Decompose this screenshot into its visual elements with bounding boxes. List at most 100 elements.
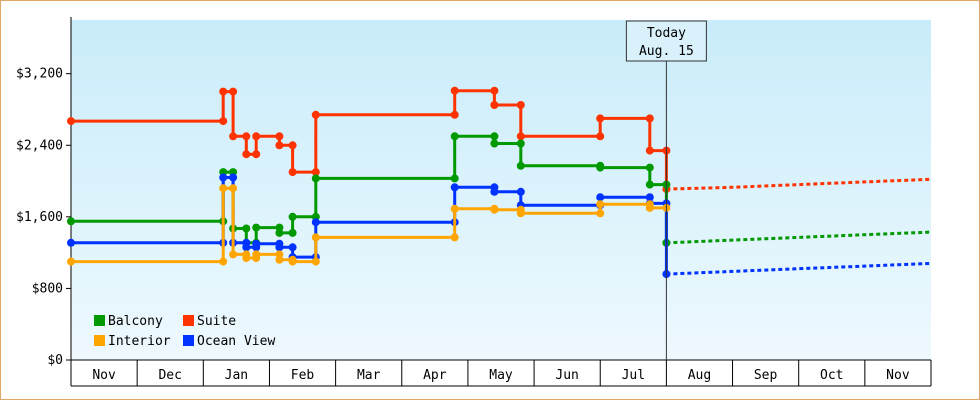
series-forecast-line (666, 230, 932, 245)
data-point (516, 209, 525, 218)
data-point (229, 173, 238, 182)
data-point (252, 223, 261, 232)
data-point (490, 205, 499, 214)
data-point (516, 139, 525, 148)
data-point (67, 217, 75, 226)
x-tick-label: Jan (225, 368, 248, 383)
legend-swatch (94, 335, 105, 346)
data-point (229, 184, 238, 193)
x-tick-label: Nov (92, 368, 116, 383)
data-point (275, 141, 284, 150)
x-tick-label: Sep (754, 368, 778, 383)
data-point (252, 239, 261, 248)
series-forecast-line (666, 177, 932, 191)
x-tick-label: Jul (622, 368, 645, 383)
data-point (645, 146, 654, 155)
data-point (229, 250, 238, 259)
legend-label: Suite (197, 314, 236, 329)
data-point (490, 86, 499, 95)
data-point (450, 204, 459, 213)
legend-label: Balcony (108, 314, 163, 329)
legend-label: Ocean View (197, 334, 275, 349)
series-layer (67, 86, 932, 279)
legend: Balcony Suite Interior Ocean View (94, 314, 275, 349)
data-point (450, 110, 459, 119)
data-point (596, 114, 605, 123)
x-tick-label: Feb (291, 368, 315, 383)
data-point (288, 168, 297, 177)
data-point (450, 132, 459, 141)
data-point (219, 184, 228, 193)
data-point (242, 150, 251, 159)
data-point (516, 101, 525, 109)
x-tick-label: Apr (423, 368, 447, 383)
legend-swatch (183, 315, 194, 326)
data-point (252, 250, 261, 259)
data-point (219, 117, 228, 126)
x-tick-label: Jun (555, 368, 578, 383)
x-tick-label: Mar (357, 368, 381, 383)
x-tick-label: Oct (820, 368, 843, 383)
y-tick-label: $3,200 (16, 67, 63, 82)
today-marker: Today Aug. 15 (625, 20, 707, 360)
data-point (275, 243, 284, 252)
data-point (311, 257, 320, 266)
series-interior (67, 184, 671, 266)
data-point (450, 233, 459, 242)
today-label: Today (647, 26, 686, 41)
data-point (596, 209, 605, 218)
y-tick-label: $0 (47, 353, 63, 368)
data-point (219, 173, 228, 182)
data-point (229, 87, 238, 96)
data-point (242, 224, 251, 233)
data-point (450, 183, 459, 192)
data-point (67, 117, 75, 126)
data-point (242, 254, 251, 262)
data-point (229, 132, 238, 141)
data-point (490, 187, 499, 196)
data-point (219, 87, 228, 96)
data-point (288, 212, 297, 221)
data-point (252, 150, 261, 159)
data-point (252, 132, 261, 141)
series-forecast-line (666, 261, 932, 276)
data-point (311, 233, 320, 242)
data-point (645, 193, 654, 202)
data-point (275, 132, 284, 141)
data-point (311, 168, 320, 177)
today-date-label: Aug. 15 (639, 44, 694, 59)
data-point (596, 132, 605, 141)
data-point (645, 180, 654, 189)
legend-label: Interior (108, 334, 171, 349)
plot-background (71, 20, 931, 360)
data-point (288, 243, 297, 252)
y-tick-label: $1,600 (16, 210, 63, 225)
series-balcony (67, 132, 932, 247)
data-point (288, 141, 297, 150)
x-tick-label: Dec (158, 368, 181, 383)
data-point (311, 174, 320, 183)
data-point (242, 243, 251, 252)
data-point (67, 257, 75, 266)
data-point (311, 110, 320, 119)
data-point (288, 257, 297, 266)
data-point (645, 114, 654, 123)
data-point (490, 132, 499, 141)
data-point (645, 203, 654, 212)
x-tick-label: Aug (688, 368, 711, 383)
data-point (275, 255, 284, 264)
data-point (516, 132, 525, 141)
legend-swatch (183, 335, 194, 346)
data-point (67, 238, 75, 247)
data-point (516, 161, 525, 170)
x-tick-label: Nov (886, 368, 910, 383)
data-point (275, 228, 284, 237)
x-tick-label: May (489, 368, 513, 383)
data-point (450, 174, 459, 183)
data-point (450, 86, 459, 95)
axes: $0 $800 $1,600 $2,400 $3,200 Nov Dec Jan Feb Mar A… (16, 17, 932, 387)
data-point (490, 139, 499, 148)
data-point (490, 101, 499, 109)
